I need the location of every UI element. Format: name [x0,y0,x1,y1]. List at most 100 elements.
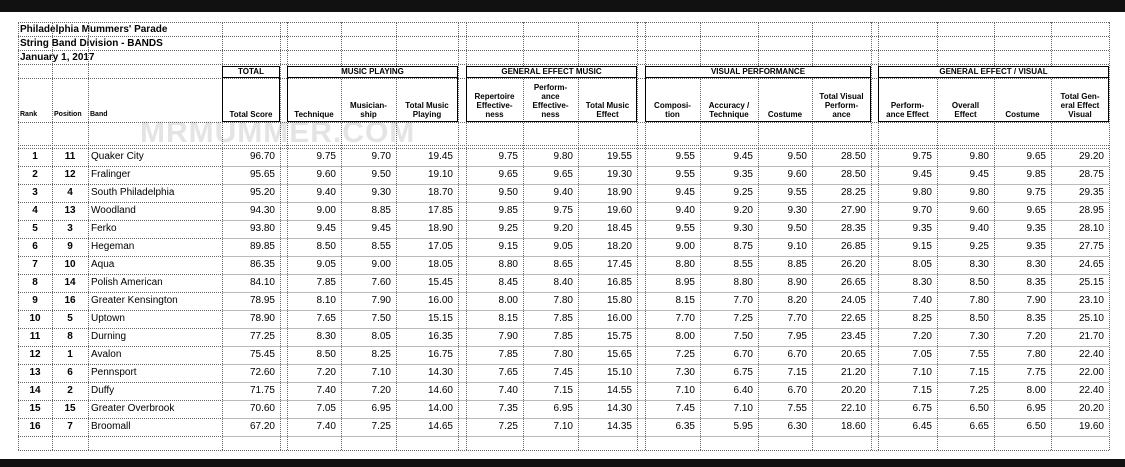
table-cell: 19.10 [427,169,453,180]
table-cell: 19.45 [427,151,453,162]
table-cell: 9.15 [912,241,932,252]
table-cell: 8.75 [733,241,753,252]
row-line [222,202,1109,203]
table-cell: 14.00 [427,403,453,414]
row-line [222,238,1109,239]
table-cell: 9.35 [912,223,932,234]
table-cell: 9.25 [733,187,753,198]
table-cell: 9.00 [316,205,336,216]
grid-line [458,22,459,450]
table-cell: 22.40 [1078,385,1104,396]
table-cell: Hegeman [91,241,135,252]
row-line [222,400,1109,401]
table-cell: Durning [91,331,127,342]
column-header: Musician- ship [350,101,387,119]
table-cell: 6.75 [733,367,753,378]
table-cell: Avalon [91,349,122,360]
row-line [222,220,1109,221]
grid-line [758,22,759,450]
table-cell: 9.45 [912,169,932,180]
grid-line [396,22,397,450]
table-cell: 17.05 [427,241,453,252]
table-cell: 7 [67,421,73,432]
table-cell: 18.70 [427,187,453,198]
table-cell: 7.85 [498,349,518,360]
column-header: Technique [294,110,334,119]
table-cell: 16.35 [427,331,453,342]
table-cell: 14 [29,385,41,396]
table-cell: 14.35 [606,421,632,432]
bottom-bar [0,459,1125,467]
table-cell: 7.65 [316,313,336,324]
table-cell: 9.45 [675,187,695,198]
column-header: Total Gen- eral Effect Visual [1060,92,1100,119]
table-cell: 16.00 [427,295,453,306]
table-cell: 7.25 [371,421,391,432]
table-cell: 16.00 [606,313,632,324]
table-cell: 9.50 [371,169,391,180]
table-cell: Pennsport [91,367,137,378]
grid-line [645,22,646,450]
table-cell: 7.15 [912,385,932,396]
table-cell: 7 [32,259,38,270]
table-cell: 10 [64,259,76,270]
table-cell: 27.75 [1078,241,1104,252]
table-cell: 23.10 [1078,295,1104,306]
table-cell: 15.75 [606,331,632,342]
table-cell: 9.40 [969,223,989,234]
table-cell: 8.50 [316,349,336,360]
date: January 1, 2017 [20,52,95,63]
table-cell: 28.95 [1078,205,1104,216]
table-cell: 9.55 [675,151,695,162]
table-cell: 19.30 [606,169,632,180]
table-cell: 7.50 [371,313,391,324]
table-cell: 8.15 [675,295,695,306]
table-cell: 3 [32,187,38,198]
grid-line [18,450,1109,451]
table-cell: Quaker City [91,151,144,162]
table-cell: 7.45 [553,367,573,378]
grid-line [812,22,813,450]
table-cell: 9.35 [733,169,753,180]
table-cell: 19.60 [1078,421,1104,432]
table-cell: 7.25 [733,313,753,324]
table-cell: 1 [67,349,73,360]
table-cell: 7.10 [912,367,932,378]
column-header: Perform- ance Effect [886,101,929,119]
table-cell: 8.00 [1026,385,1046,396]
table-cell: 18.45 [606,223,632,234]
column-header: Total Music Playing [405,101,449,119]
table-cell: 8.30 [912,277,932,288]
table-cell: 7.30 [969,331,989,342]
table-cell: 71.75 [249,385,275,396]
table-cell: Woodland [91,205,136,216]
table-cell: Ferko [91,223,117,234]
table-cell: 18.90 [606,187,632,198]
table-cell: 7.85 [553,331,573,342]
table-cell: 7.40 [912,295,932,306]
table-cell: 9.60 [969,205,989,216]
table-cell: Uptown [91,313,125,324]
table-cell: 6.95 [553,403,573,414]
column-header: Position [54,111,82,118]
table-cell: 6.40 [733,385,753,396]
table-cell: 8.25 [371,349,391,360]
table-cell: 9.40 [316,187,336,198]
table-cell: 7.20 [1026,331,1046,342]
table-cell: 22.40 [1078,349,1104,360]
table-cell: 9.65 [553,169,573,180]
table-cell: 96.70 [249,151,275,162]
grid-line [1109,22,1110,450]
table-cell: 7.70 [675,313,695,324]
table-cell: 6.95 [1026,403,1046,414]
grid-line [18,36,1109,37]
table-cell: 8.80 [733,277,753,288]
table-cell: 7.55 [787,403,807,414]
grid-line [18,145,1109,146]
table-cell: 18.60 [840,421,866,432]
table-cell: 28.25 [840,187,866,198]
table-cell: 8.30 [969,259,989,270]
grid-line [18,22,19,450]
column-header: Band [90,111,108,118]
